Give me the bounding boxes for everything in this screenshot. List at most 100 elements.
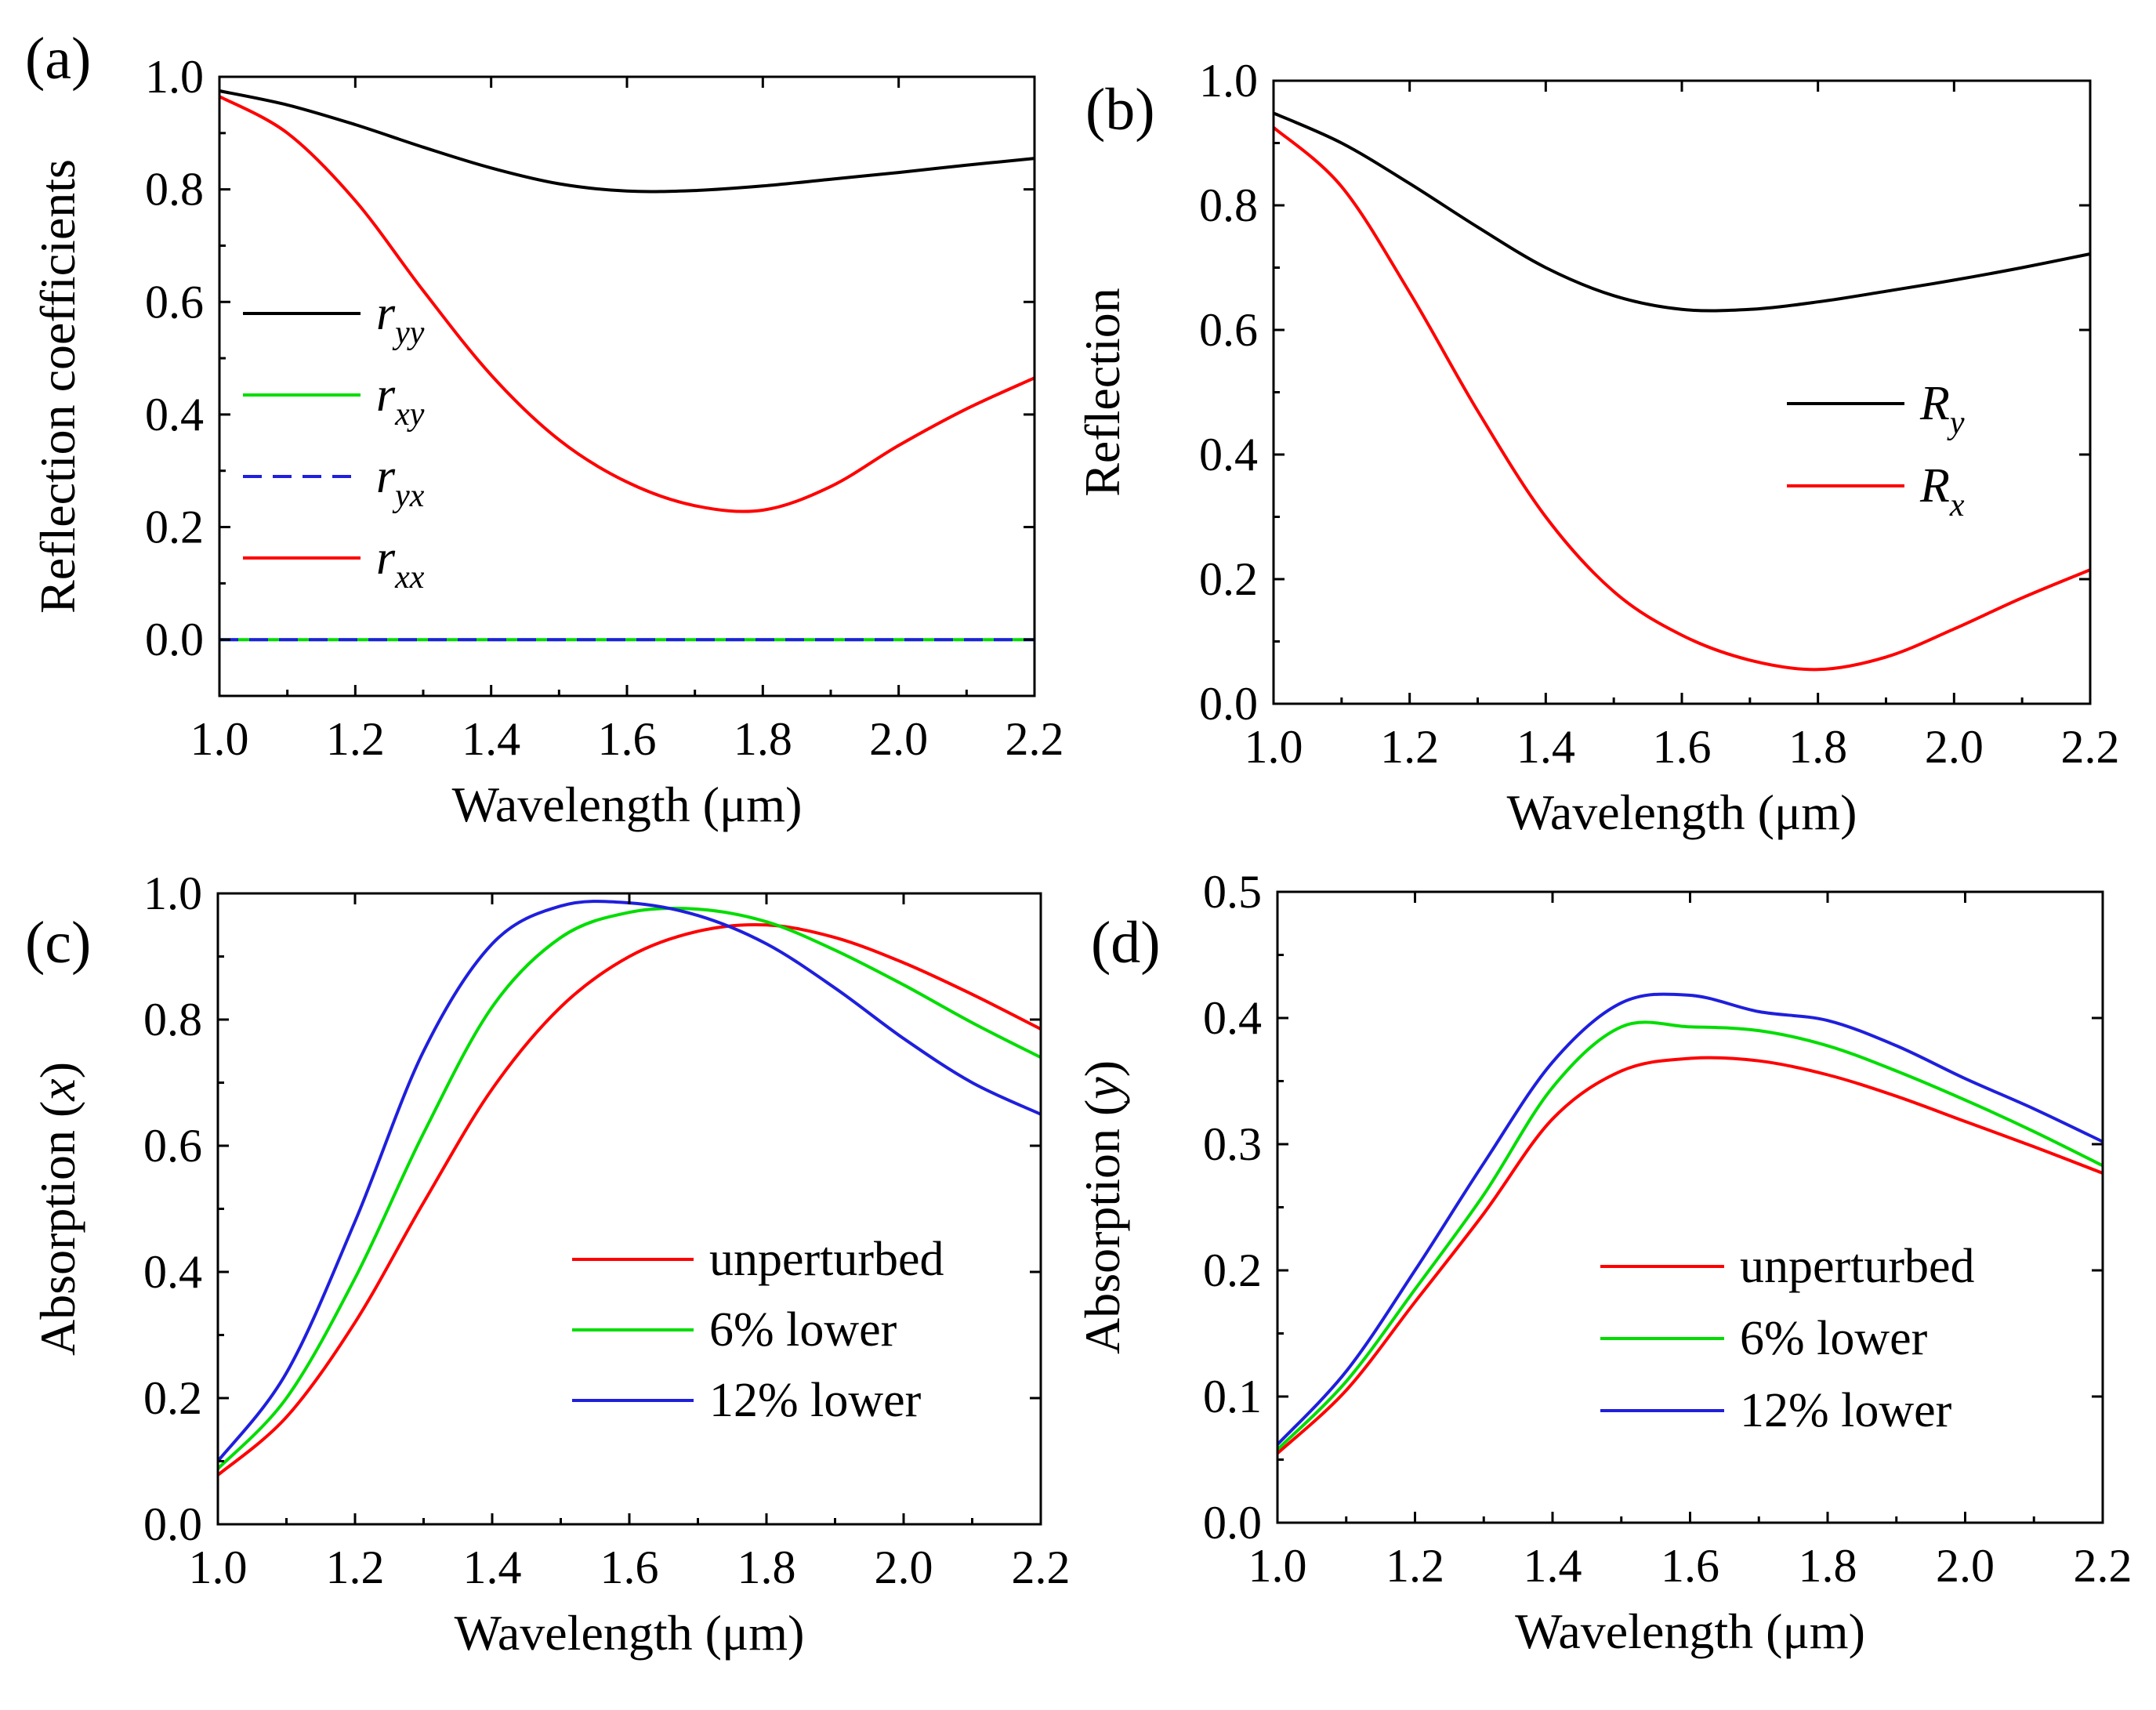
y-tick-label: 0.4	[143, 1246, 202, 1298]
y-tick-label: 0.6	[1199, 304, 1258, 356]
y-axis-title: Reflection	[1074, 288, 1130, 497]
legend-subscript: yy	[392, 315, 425, 351]
y-axis-title-text: Absorption (	[1074, 1100, 1130, 1354]
y-axis-title: Absorption (x)	[30, 1062, 85, 1356]
x-tick-label: 1.4	[462, 713, 520, 765]
x-tick-label: 2.2	[1006, 713, 1064, 765]
y-tick-label: 0.4	[1199, 429, 1258, 480]
legend-label-3: ryx	[376, 450, 425, 514]
x-tick-label: 1.8	[734, 713, 792, 765]
y-tick-label: 0.0	[145, 614, 204, 665]
legend: unperturbed 6% lower 12% lower	[1600, 1240, 1975, 1437]
series-line-3	[1277, 994, 2103, 1444]
y-tick-label: 0.6	[143, 1120, 202, 1172]
x-tick-label: 1.6	[600, 1542, 659, 1593]
legend-label-2: 6% lower	[1740, 1312, 1928, 1365]
legend-subscript: xy	[394, 397, 425, 433]
legend-symbol: r	[376, 450, 396, 503]
legend: unperturbed 6% lower 12% lower	[572, 1233, 944, 1427]
x-tick-label: 1.8	[1799, 1540, 1857, 1592]
x-tick-label: 1.8	[1788, 721, 1847, 773]
plot-frame	[1277, 892, 2103, 1523]
y-tick-label: 1.0	[145, 51, 204, 103]
y-tick-label: 0.3	[1203, 1118, 1262, 1170]
y-axis-title: Absorption (y)	[1074, 1060, 1130, 1354]
x-tick-label: 2.0	[875, 1542, 933, 1593]
y-tick-label: 0.8	[1199, 179, 1258, 231]
y-tick-label: 0.5	[1203, 866, 1262, 918]
legend-label-2: Rx	[1919, 459, 1965, 524]
y-axis-title: Reflection coefficients	[30, 159, 85, 614]
legend-label-1: Ry	[1919, 377, 1965, 441]
y-tick-label: 0.2	[1199, 553, 1258, 605]
y-axis-title-variable: x	[30, 1078, 85, 1101]
legend-label-1: unperturbed	[709, 1233, 944, 1286]
legend-subscript: x	[1949, 487, 1965, 524]
legend-label-4: rxx	[376, 531, 425, 596]
legend-symbol: r	[376, 368, 396, 422]
series-line-4	[219, 96, 1035, 512]
y-tick-label: 0.0	[1203, 1497, 1262, 1549]
x-tick-label: 2.2	[2074, 1540, 2132, 1592]
y-tick-label: 0.4	[145, 389, 204, 440]
legend-label-3: 12% lower	[709, 1374, 922, 1427]
chart-panel-4: 1.0 1.2 1.4 1.6 1.8 2.0 2.2 0.0 0.1 0.2 0.3 0.4 0.5 W…	[1074, 866, 2132, 1659]
y-tick-label: 0.8	[145, 164, 204, 216]
x-tick-label: 1.6	[1661, 1540, 1719, 1592]
y-tick-label: 0.2	[143, 1372, 202, 1424]
y-tick-label: 1.0	[143, 868, 202, 919]
y-tick-label: 0.0	[143, 1498, 202, 1550]
legend-symbol: R	[1919, 377, 1950, 430]
x-tick-label: 1.4	[1524, 1540, 1582, 1592]
series-line-1	[219, 91, 1035, 191]
plot-frame	[218, 893, 1041, 1524]
series-line-1	[1274, 113, 2090, 310]
x-tick-label: 2.0	[1925, 721, 1984, 773]
x-axis-title: Wavelength (μm)	[452, 777, 803, 832]
x-tick-label: 1.6	[598, 713, 657, 765]
x-tick-label: 2.2	[1012, 1542, 1071, 1593]
legend-label-1: unperturbed	[1740, 1240, 1975, 1293]
chart-panel-3: 1.0 1.2 1.4 1.6 1.8 2.0 2.2 0.0 0.2 0.4 0.6 0.8 1.0 W…	[25, 868, 1071, 1661]
series-line-2	[1274, 128, 2090, 670]
x-tick-label: 1.0	[190, 713, 249, 765]
y-axis-title-close: )	[1074, 1060, 1130, 1077]
series-line-1	[1277, 1058, 2103, 1454]
legend-subscript: y	[1947, 405, 1965, 441]
y-axis-title-variable: y	[1074, 1077, 1130, 1104]
x-tick-label: 2.0	[1936, 1540, 1995, 1592]
x-tick-label: 1.2	[1380, 721, 1439, 773]
legend-symbol: r	[376, 531, 396, 585]
legend-label-2: rxy	[376, 368, 425, 433]
y-tick-label: 0.1	[1203, 1371, 1262, 1422]
x-tick-label: 1.4	[463, 1542, 522, 1593]
y-tick-label: 0.2	[145, 502, 204, 553]
panel-letter: (c)	[25, 910, 91, 976]
x-axis-title: Wavelength (μm)	[1507, 784, 1857, 840]
x-axis-title: Wavelength (μm)	[455, 1605, 805, 1661]
legend-label-3: 12% lower	[1740, 1384, 1952, 1437]
x-tick-label: 1.2	[326, 1542, 385, 1593]
legend-symbol: R	[1919, 459, 1950, 513]
panel-letter: (d)	[1091, 910, 1161, 976]
y-tick-label: 0.8	[143, 994, 202, 1045]
legend-subscript: xx	[394, 560, 425, 596]
panel-letter: (b)	[1085, 77, 1155, 143]
panel-letter: (a)	[25, 26, 91, 92]
y-tick-label: 0.4	[1203, 992, 1262, 1044]
legend-label-1: ryy	[376, 287, 425, 351]
y-tick-label: 1.0	[1199, 55, 1258, 107]
x-tick-label: 1.2	[326, 713, 385, 765]
chart-panel-1: 1.0 1.2 1.4 1.6 1.8 2.0 2.2 0.0 0.2 0.4 0.6 0.8 1.0 W…	[25, 26, 1064, 832]
figure: 1.0 1.2 1.4 1.6 1.8 2.0 2.2 0.0 0.2 0.4 0.6 0.8 1.0 W…	[0, 0, 2156, 1710]
x-tick-label: 1.6	[1653, 721, 1712, 773]
legend-label-2: 6% lower	[709, 1303, 897, 1357]
x-tick-label: 1.8	[737, 1542, 796, 1593]
x-tick-label: 1.4	[1516, 721, 1575, 773]
y-tick-label: 0.6	[145, 276, 204, 328]
chart-panel-2: 1.0 1.2 1.4 1.6 1.8 2.0 2.2 0.0 0.2 0.4 0.6 0.8 1.0 W…	[1074, 55, 2120, 840]
y-tick-label: 0.2	[1203, 1244, 1262, 1296]
x-axis-title: Wavelength (μm)	[1515, 1603, 1865, 1659]
legend-symbol: r	[376, 287, 396, 340]
